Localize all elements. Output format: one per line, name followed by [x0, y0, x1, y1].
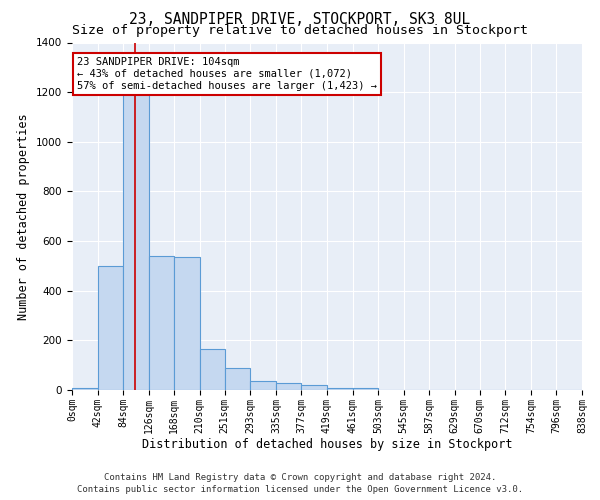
Bar: [174, 257, 200, 390]
X-axis label: Distribution of detached houses by size in Stockport: Distribution of detached houses by size …: [142, 438, 512, 452]
Text: Size of property relative to detached houses in Stockport: Size of property relative to detached ho…: [72, 24, 528, 37]
Bar: [225, 368, 250, 390]
Bar: [353, 388, 378, 390]
Text: 23, SANDPIPER DRIVE, STOCKPORT, SK3 8UL: 23, SANDPIPER DRIVE, STOCKPORT, SK3 8UL: [130, 12, 470, 28]
Bar: [200, 349, 225, 390]
Text: 23 SANDPIPER DRIVE: 104sqm
← 43% of detached houses are smaller (1,072)
57% of s: 23 SANDPIPER DRIVE: 104sqm ← 43% of deta…: [77, 58, 377, 90]
Bar: [72, 388, 98, 390]
Bar: [98, 266, 123, 390]
Bar: [123, 80, 149, 390]
Text: Contains HM Land Registry data © Crown copyright and database right 2024.
Contai: Contains HM Land Registry data © Crown c…: [77, 472, 523, 494]
Bar: [149, 256, 174, 390]
Bar: [301, 385, 327, 390]
Bar: [250, 382, 276, 390]
Bar: [276, 382, 301, 390]
Y-axis label: Number of detached properties: Number of detached properties: [17, 113, 31, 320]
Bar: [327, 388, 353, 390]
